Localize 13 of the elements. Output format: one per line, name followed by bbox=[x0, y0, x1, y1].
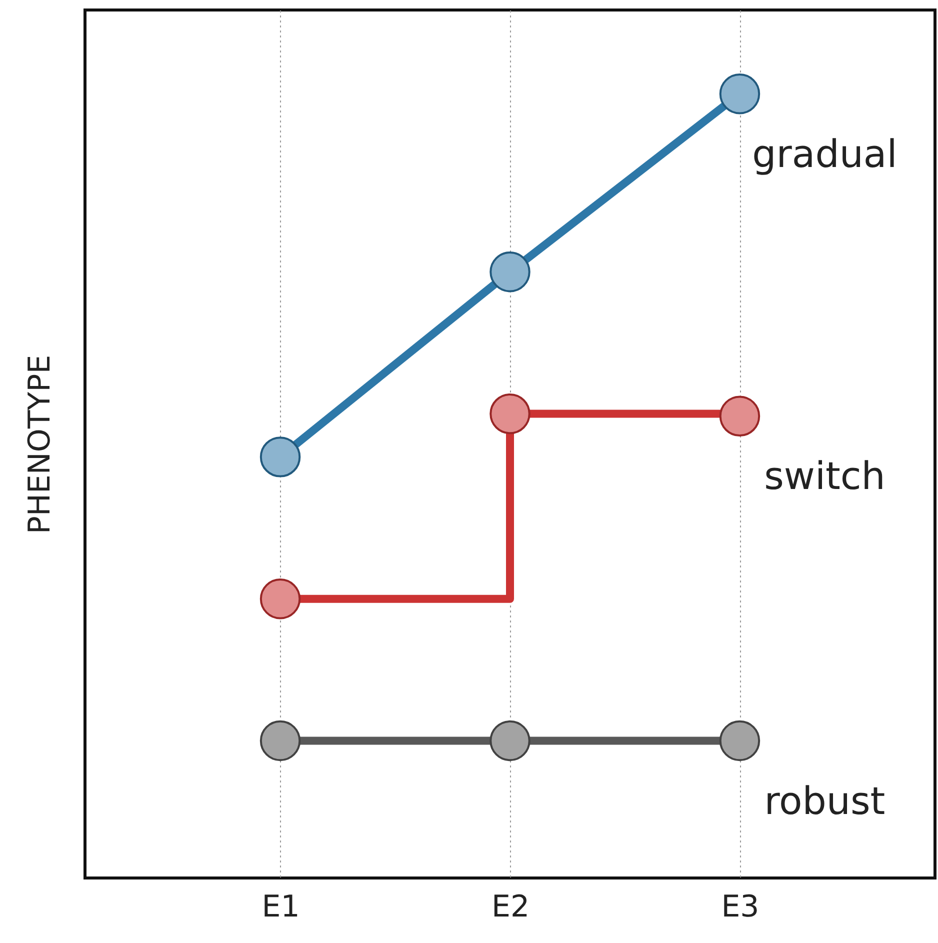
series-label: robust bbox=[764, 778, 886, 823]
point bbox=[490, 720, 530, 762]
point bbox=[719, 720, 760, 762]
point bbox=[260, 720, 301, 762]
x-tick-label: E3 bbox=[721, 890, 760, 924]
x-tick-label: E1 bbox=[262, 890, 300, 924]
point bbox=[490, 252, 530, 292]
point bbox=[719, 74, 760, 114]
y-axis-title: PHENOTYPE bbox=[22, 354, 58, 534]
series-label: switch bbox=[764, 454, 886, 498]
series-label: gradual bbox=[752, 132, 898, 176]
x-tick-label: E2 bbox=[491, 890, 530, 924]
point bbox=[260, 436, 301, 478]
